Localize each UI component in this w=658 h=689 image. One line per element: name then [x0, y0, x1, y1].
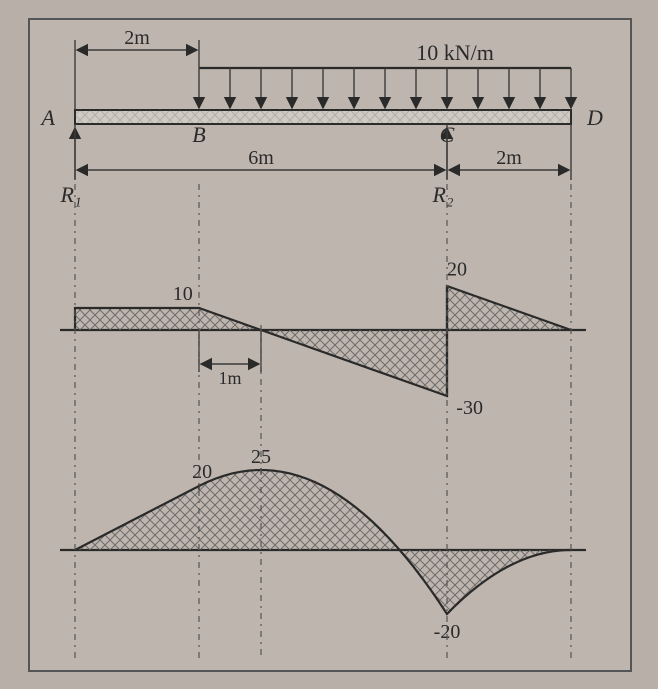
- svg-text:R₂: R₂: [431, 182, 453, 207]
- beam-diagram: ABCDR₁R₂10 kN/m2m6m2m: [40, 27, 603, 207]
- shear-force-diagram: 10 -30 20 1m: [60, 259, 586, 419]
- construction-lines: [75, 184, 571, 660]
- svg-text:1m: 1m: [218, 368, 241, 388]
- svg-text:R₁: R₁: [59, 182, 81, 207]
- svg-text:2m: 2m: [496, 147, 522, 169]
- bending-moment-diagram: 2025-20: [60, 446, 586, 643]
- page: ABCDR₁R₂10 kN/m2m6m2m 10-30201m 2025-20: [0, 0, 658, 689]
- figure-svg: ABCDR₁R₂10 kN/m2m6m2m 10-30201m 2025-20: [30, 20, 630, 670]
- svg-text:20: 20: [447, 259, 467, 281]
- svg-text:-30: -30: [456, 397, 483, 419]
- svg-text:D: D: [586, 105, 603, 130]
- svg-text:2m: 2m: [124, 27, 150, 49]
- diagram-frame: ABCDR₁R₂10 kN/m2m6m2m 10-30201m 2025-20: [28, 18, 632, 672]
- svg-text:A: A: [40, 105, 56, 130]
- svg-text:B: B: [192, 122, 205, 147]
- svg-text:20: 20: [192, 461, 212, 483]
- svg-text:10 kN/m: 10 kN/m: [416, 40, 494, 65]
- svg-text:10: 10: [173, 283, 193, 305]
- svg-text:6m: 6m: [248, 147, 274, 169]
